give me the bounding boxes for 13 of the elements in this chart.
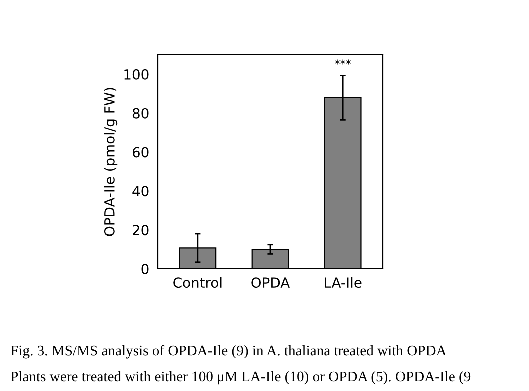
x-tick-label: OPDA [252, 278, 290, 288]
y-tick-label: 20 [133, 225, 149, 236]
y-tick-label: 40 [132, 186, 149, 197]
y-tick-label: 60 [132, 147, 149, 158]
y-tick-label: 0 [142, 264, 149, 274]
y-axis-title: OPDA-Ile (pmol/g FW) [104, 88, 118, 236]
y-tick-label: 100 [124, 69, 149, 80]
annotation: *** [335, 60, 352, 65]
x-tick-label: Control [174, 277, 222, 288]
caption: Fig. 3. MS/MS analysis of OPDA-Ile (9) in A. thaliana treated with OPDA [11, 345, 447, 359]
text: Plants were treated with either 100 μM LA-Ile (10) or OPDA (5). OPDA-Ile (9 [11, 371, 471, 385]
x-tick-label: LA-Ile [325, 277, 362, 288]
y-tick-label: 80 [132, 108, 149, 119]
